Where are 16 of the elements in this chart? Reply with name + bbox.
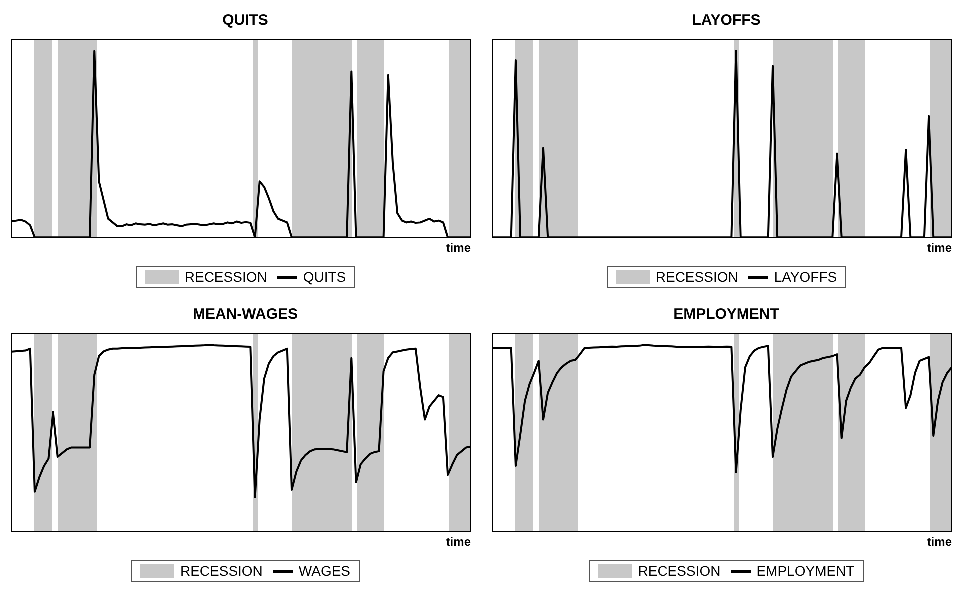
chart-title: QUITS: [222, 11, 270, 31]
x-axis-title: time: [927, 241, 952, 256]
legend-label: EMPLOYMENT: [756, 563, 855, 579]
x-axis-title: time: [927, 535, 952, 550]
text: RECESSION: [184, 269, 268, 285]
x-axis-title: time: [446, 241, 472, 256]
chart-title: LAYOFFS: [691, 11, 762, 31]
chart-title: MEAN-WAGES: [192, 305, 299, 325]
text: RECESSION: [180, 563, 263, 579]
legend-label: QUITS: [303, 269, 346, 285]
chart-title: EMPLOYMENT: [672, 305, 780, 325]
text: RECESSION: [638, 563, 721, 579]
text: RECESSION: [656, 269, 738, 285]
x-axis-title: time: [446, 535, 472, 550]
legend-label: LAYOFFS: [774, 269, 838, 285]
legend-label: WAGES: [298, 563, 351, 579]
